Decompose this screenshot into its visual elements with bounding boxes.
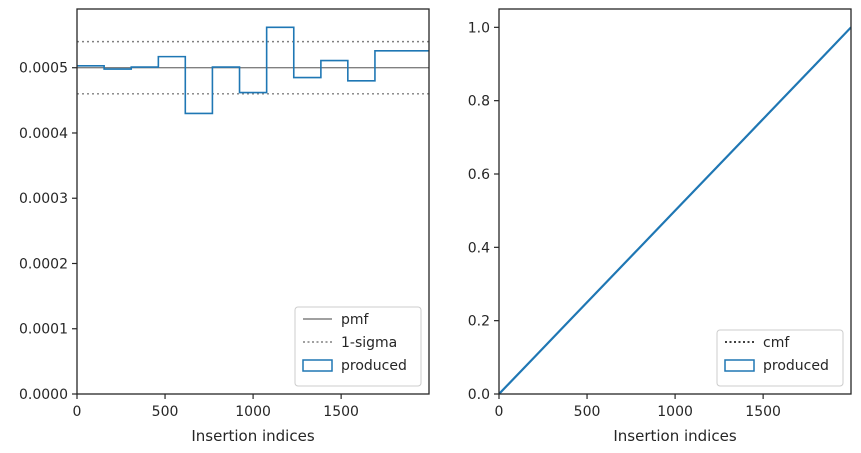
legend-swatch-produced — [724, 359, 755, 372]
y-tick-label: 0.0000 — [19, 387, 68, 403]
y-tick-label: 0.0004 — [19, 126, 68, 142]
legend-label-1-sigma: 1-sigma — [341, 335, 397, 351]
y-tick-label: 0.8 — [468, 94, 490, 110]
plot-area — [77, 26, 429, 115]
legend-label-pmf: pmf — [341, 312, 370, 328]
legend-box — [716, 329, 844, 387]
produced-cumulative-line — [499, 26, 851, 394]
plot-area — [499, 26, 851, 394]
legend: cmf produced — [716, 329, 844, 387]
x-tick-label: 1500 — [323, 404, 359, 420]
x-axis-label: Insertion indices — [613, 427, 736, 445]
legend-label-cmf: cmf — [763, 335, 790, 351]
left-panel-pmf: 0 500 1000 1500 0.0000 0.0001 0.0002 0.0003 0.00… — [19, 8, 430, 445]
y-tick-label: 0.2 — [468, 314, 490, 330]
x-tick-label: 1000 — [657, 404, 693, 420]
y-tick-label: 0.0 — [468, 387, 490, 403]
produced-histogram — [77, 26, 429, 115]
x-axis-label: Insertion indices — [191, 427, 314, 445]
y-tick-label: 0.4 — [468, 240, 490, 256]
legend: pmf 1-sigma produced — [294, 306, 422, 387]
x-tick-label: 0 — [495, 404, 504, 420]
x-tick-label: 1000 — [235, 404, 271, 420]
legend-label-produced: produced — [341, 358, 407, 374]
legend-box — [294, 306, 422, 387]
x-tick-label: 500 — [574, 404, 601, 420]
right-panel-cmf: 0 500 1000 1500 0.0 0.2 0.4 0.6 0.8 1.0 Insertion … — [468, 8, 852, 445]
x-tick-label: 1500 — [745, 404, 781, 420]
x-tick-label: 500 — [152, 404, 179, 420]
y-tick-label: 0.0001 — [19, 322, 68, 338]
legend-label-produced: produced — [763, 358, 829, 374]
legend-swatch-produced — [302, 359, 333, 372]
y-tick-label: 0.0003 — [19, 191, 68, 207]
x-tick-label: 0 — [73, 404, 82, 420]
y-tick-label: 1.0 — [468, 20, 490, 36]
y-tick-label: 0.6 — [468, 167, 490, 183]
y-tick-label: 0.0002 — [19, 256, 68, 272]
y-tick-label: 0.0005 — [19, 61, 68, 77]
